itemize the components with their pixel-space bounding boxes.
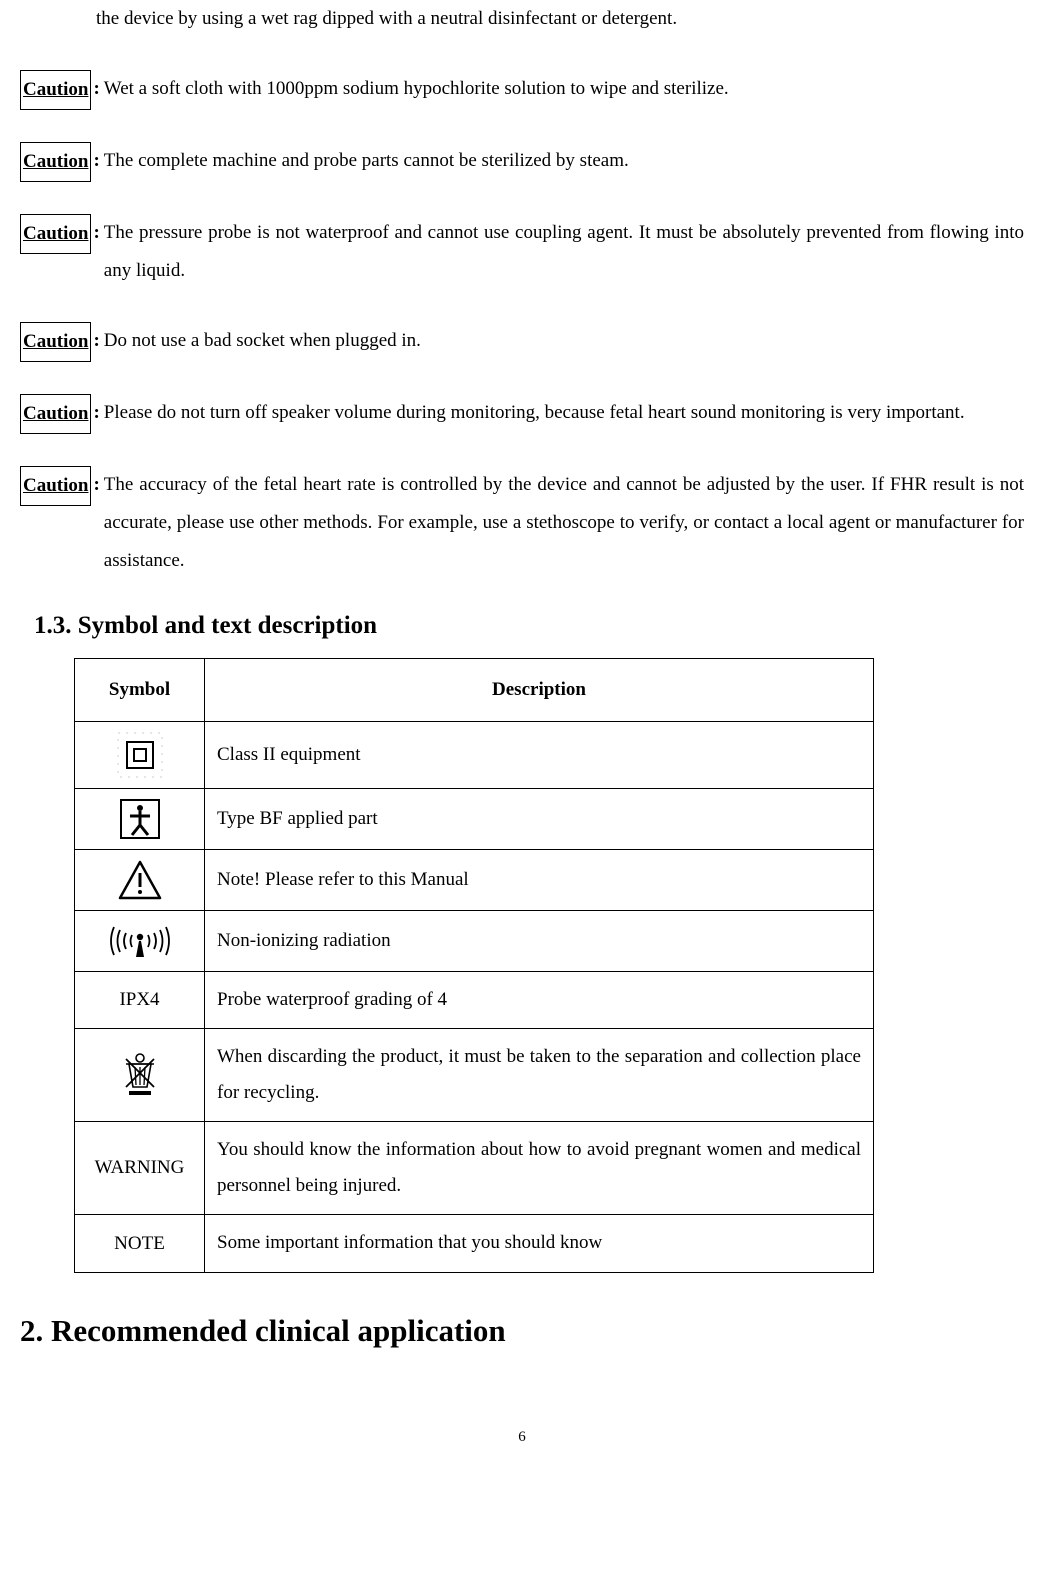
page-number: 6 (20, 1429, 1024, 1446)
description-cell: Some important information that you shou… (205, 1215, 874, 1272)
description-cell: Probe waterproof grading of 4 (205, 972, 874, 1029)
caution-colon: : (93, 466, 99, 504)
description-cell: Non-ionizing radiation (205, 911, 874, 972)
caution-colon: : (93, 214, 99, 252)
caution-block: Caution: Wet a soft cloth with 1000ppm s… (20, 70, 1024, 110)
table-header-row: Symbol Description (75, 659, 874, 722)
caution-colon: : (93, 70, 99, 108)
caution-text: Please do not turn off speaker volume du… (104, 394, 1024, 432)
caution-label: Caution (20, 214, 91, 254)
table-row: IPX4Probe waterproof grading of 4 (75, 972, 874, 1029)
symbol-cell (75, 789, 205, 850)
caution-block: Caution: The accuracy of the fetal heart… (20, 466, 1024, 580)
intro-continuation: the device by using a wet rag dipped wit… (96, 0, 1024, 38)
symbol-cell (75, 722, 205, 789)
caution-label: Caution (20, 70, 91, 110)
caution-block: Caution: Please do not turn off speaker … (20, 394, 1024, 434)
type-bf-icon (120, 799, 160, 839)
caution-colon: : (93, 322, 99, 360)
warning-triangle-icon (118, 860, 162, 900)
symbol-cell (75, 850, 205, 911)
col-description-header: Description (205, 659, 874, 722)
caution-text: Do not use a bad socket when plugged in. (104, 322, 1024, 360)
caution-block: Caution: Do not use a bad socket when pl… (20, 322, 1024, 362)
caution-text: The accuracy of the fetal heart rate is … (104, 466, 1024, 580)
symbol-cell (75, 911, 205, 972)
col-symbol-header: Symbol (75, 659, 205, 722)
weee-bin-icon (120, 1053, 160, 1097)
chapter-2-heading: 2. Recommended clinical application (20, 1313, 1024, 1349)
description-cell: When discarding the product, it must be … (205, 1029, 874, 1122)
section-1-3-heading: 1.3. Symbol and text description (34, 612, 1024, 640)
caution-label: Caution (20, 394, 91, 434)
table-row: When discarding the product, it must be … (75, 1029, 874, 1122)
non-ionizing-radiation-icon (108, 921, 172, 961)
caution-colon: : (93, 142, 99, 180)
caution-label: Caution (20, 142, 91, 182)
class2-icon (117, 732, 163, 778)
table-row: Note! Please refer to this Manual (75, 850, 874, 911)
caution-text: The complete machine and probe parts can… (104, 142, 1024, 180)
table-row: Class II equipment (75, 722, 874, 789)
caution-text: The pressure probe is not waterproof and… (104, 214, 1024, 290)
description-cell: Type BF applied part (205, 789, 874, 850)
symbol-table: Symbol Description Class II equipmentTyp… (74, 658, 874, 1273)
table-row: Type BF applied part (75, 789, 874, 850)
caution-label: Caution (20, 322, 91, 362)
caution-text: Wet a soft cloth with 1000ppm sodium hyp… (104, 70, 1024, 108)
caution-block: Caution: The pressure probe is not water… (20, 214, 1024, 290)
table-row: WARNINGYou should know the information a… (75, 1122, 874, 1215)
description-cell: Note! Please refer to this Manual (205, 850, 874, 911)
symbol-cell: NOTE (75, 1215, 205, 1272)
caution-label: Caution (20, 466, 91, 506)
description-cell: You should know the information about ho… (205, 1122, 874, 1215)
caution-colon: : (93, 394, 99, 432)
symbol-cell: IPX4 (75, 972, 205, 1029)
description-cell: Class II equipment (205, 722, 874, 789)
table-row: NOTESome important information that you … (75, 1215, 874, 1272)
symbol-cell: WARNING (75, 1122, 205, 1215)
table-row: Non-ionizing radiation (75, 911, 874, 972)
symbol-cell (75, 1029, 205, 1122)
caution-block: Caution: The complete machine and probe … (20, 142, 1024, 182)
